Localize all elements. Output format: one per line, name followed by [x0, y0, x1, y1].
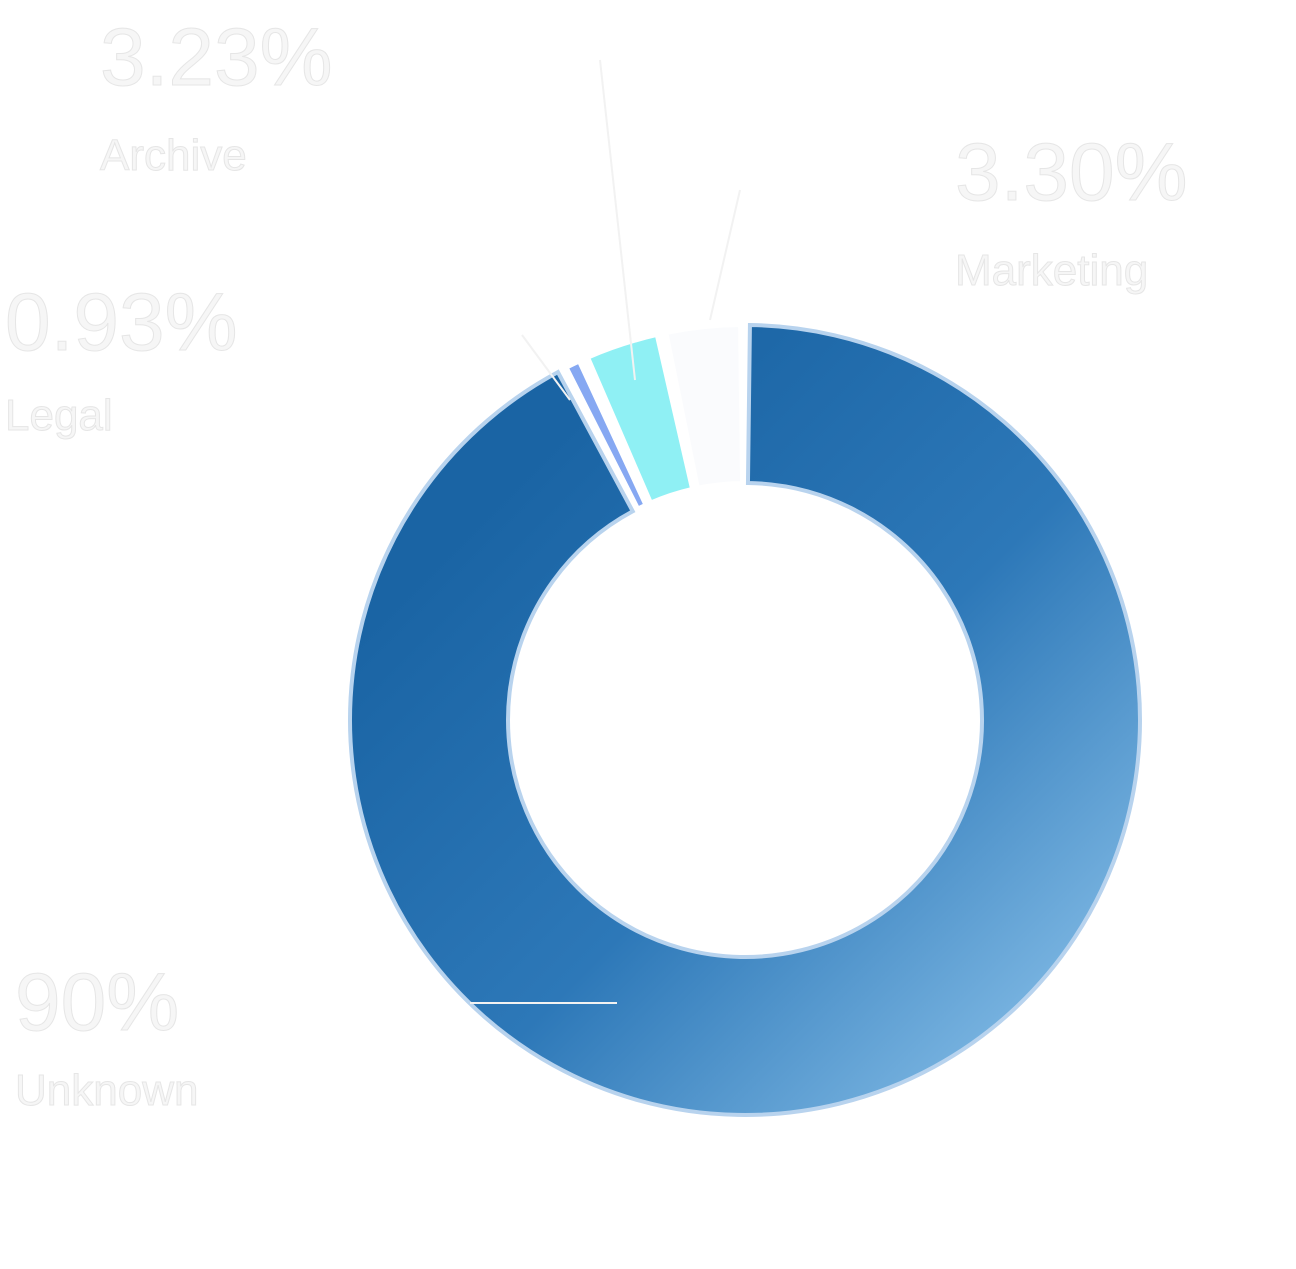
- leader-line: [599, 59, 636, 381]
- donut-segment: [585, 332, 695, 506]
- donut-segment: [664, 323, 745, 491]
- category-label: Legal: [5, 391, 113, 440]
- leader-line: [521, 334, 571, 401]
- category-label: Unknown: [15, 1066, 198, 1115]
- leader-line: [709, 189, 741, 321]
- value-label: 90%: [15, 957, 179, 1048]
- category-label: Archive: [100, 131, 247, 180]
- donut-segment: [348, 323, 1142, 1117]
- value-label: 3.23%: [100, 12, 333, 103]
- category-label: Marketing: [955, 246, 1148, 295]
- donut-segment: [563, 358, 649, 512]
- value-label: 3.30%: [955, 127, 1188, 218]
- value-label: 0.93%: [5, 277, 238, 368]
